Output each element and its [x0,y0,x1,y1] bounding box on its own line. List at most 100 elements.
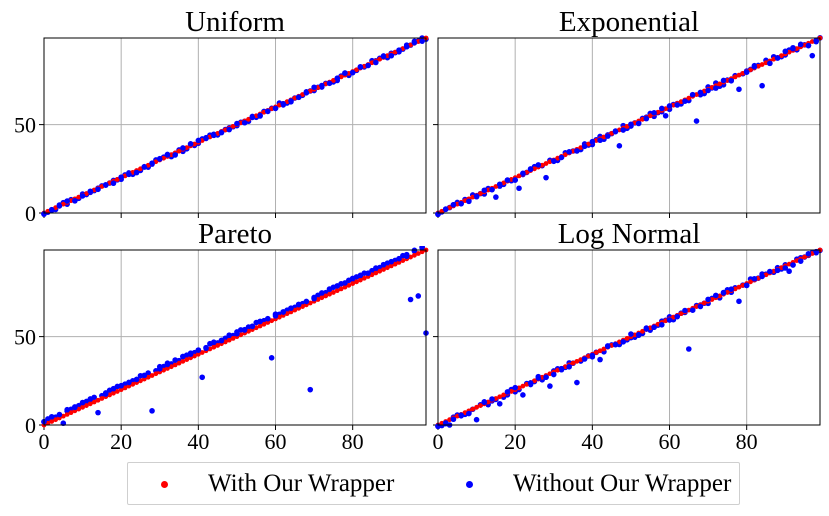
point-without-wrapper [218,337,225,344]
point-with-wrapper [562,152,568,158]
point-with-wrapper [226,337,232,343]
point-without-wrapper [110,180,117,187]
point-with-wrapper [230,335,236,341]
legend-label: Without Our Wrapper [513,470,732,497]
point-with-wrapper [114,389,120,394]
point-with-wrapper [748,67,753,73]
point-without-wrapper [234,120,240,127]
point-without-wrapper [520,392,526,398]
point-without-wrapper [357,272,364,279]
y-tick-label: 50 [14,325,36,350]
point-without-wrapper [512,177,518,183]
point-without-wrapper [574,148,580,154]
axes-frame [43,249,427,426]
point-with-wrapper [759,62,765,67]
point-with-wrapper [338,286,344,292]
point-with-wrapper [111,390,116,396]
subplot-title: Exponential [559,6,699,38]
point-with-wrapper [323,293,329,299]
point-without-wrapper [797,41,804,48]
point-without-wrapper [589,138,596,145]
point-without-wrapper [558,154,565,161]
point-without-wrapper [628,331,634,337]
point-without-wrapper [195,137,202,144]
point-without-wrapper [689,91,696,98]
point-without-wrapper [682,307,688,314]
point-without-wrapper [759,82,765,89]
point-without-wrapper [774,55,781,61]
x-tick-label: 60 [265,429,287,454]
axes-frame [437,249,821,426]
point-without-wrapper [527,380,534,386]
points [435,247,823,429]
point-without-wrapper [543,174,549,181]
point-with-wrapper [779,53,784,59]
point-without-wrapper [48,413,55,420]
point-with-wrapper [732,286,738,292]
points [41,35,429,217]
point-without-wrapper [805,250,812,257]
point-with-wrapper [381,267,386,272]
point-without-wrapper [720,77,727,84]
point-with-wrapper [369,60,375,66]
points [435,35,823,217]
subplot-title: Log Normal [558,218,701,250]
point-without-wrapper [516,185,522,192]
point-without-wrapper [774,267,781,274]
point-without-wrapper [581,143,588,150]
point-without-wrapper [288,305,294,311]
x-tick-label: 80 [736,429,758,454]
x-tick-label: 0 [433,429,444,454]
point-without-wrapper [349,69,356,76]
point-without-wrapper [380,261,387,268]
point-without-wrapper [218,129,225,136]
point-without-wrapper [268,355,275,361]
point-without-wrapper [620,127,627,133]
point-without-wrapper [612,341,619,348]
point-without-wrapper [458,200,464,207]
point-without-wrapper [307,386,314,393]
point-without-wrapper [102,181,109,188]
point-without-wrapper [133,169,140,176]
point-without-wrapper [481,399,488,406]
point-with-wrapper [354,279,359,285]
point-without-wrapper [411,39,418,46]
point-without-wrapper [164,361,171,368]
point-without-wrapper [535,375,542,381]
point-without-wrapper [666,103,673,109]
point-without-wrapper [442,420,449,426]
point-without-wrapper [303,298,310,305]
point-with-wrapper [95,397,101,403]
point-without-wrapper [210,132,217,139]
point-without-wrapper [79,193,86,199]
point-with-wrapper [478,403,483,408]
point-without-wrapper [141,372,148,379]
point-without-wrapper [288,98,294,104]
point-with-wrapper [230,123,236,129]
point-with-wrapper [91,399,97,405]
x-tick-label: 40 [581,429,603,454]
point-without-wrapper [493,194,499,200]
point-without-wrapper [597,137,603,144]
point-without-wrapper [249,114,256,121]
point-without-wrapper [396,255,402,262]
point-with-wrapper [334,288,340,294]
point-without-wrapper [118,174,124,180]
point-with-wrapper [319,295,325,301]
point-without-wrapper [172,357,178,363]
point-with-wrapper [532,378,537,384]
point-without-wrapper [110,385,117,392]
point-without-wrapper [257,318,263,325]
points [41,246,429,428]
point-with-wrapper [99,396,105,401]
point-without-wrapper [705,87,711,94]
point-without-wrapper [674,313,681,320]
point-with-wrapper [377,268,383,274]
point-without-wrapper [234,330,240,337]
point-without-wrapper [87,396,94,402]
point-without-wrapper [662,112,669,119]
point-with-wrapper [412,252,417,258]
point-with-wrapper [794,46,800,52]
point-with-wrapper [493,184,499,189]
point-without-wrapper [643,326,650,332]
